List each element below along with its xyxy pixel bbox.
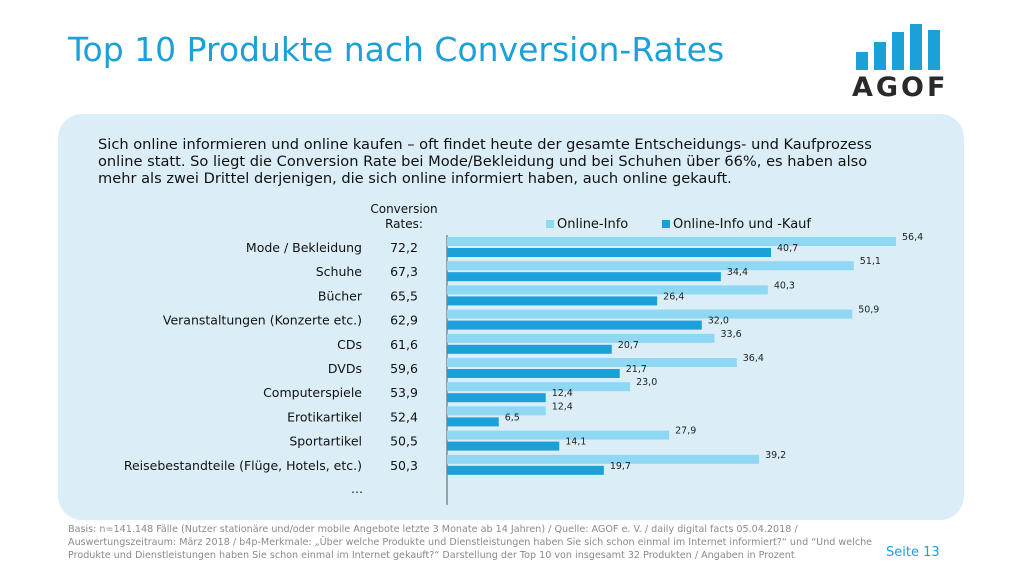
logo-bar-5	[928, 30, 940, 70]
category-label: Veranstaltungen (Konzerte etc.)	[163, 313, 362, 328]
category-label: Computerspiele	[263, 385, 362, 400]
bar-value-label: 32,0	[708, 316, 729, 327]
bar-value-label: 26,4	[663, 291, 684, 302]
bar-value-label: 36,4	[743, 353, 764, 364]
conversion-rate-value: 59,6	[390, 361, 418, 376]
legend-label-1: Online-Info	[557, 217, 628, 232]
logo-bar-2	[874, 42, 886, 70]
conversion-rate-value: 52,4	[390, 409, 418, 424]
bar-online-info	[447, 261, 854, 271]
bar-value-label: 56,4	[902, 232, 923, 243]
bar-online-info	[447, 358, 737, 367]
bar-online-info-kauf	[447, 320, 702, 330]
bar-online-info-kauf	[447, 248, 772, 257]
page-number: Seite 13	[886, 545, 940, 560]
bar-value-label: 40,3	[774, 280, 795, 291]
footnote: Basis: n=141.148 Fälle (Nutzer stationär…	[68, 524, 873, 561]
legend-swatch-2	[662, 220, 670, 228]
conversion-header-line-1: Conversion	[370, 202, 437, 216]
bar-value-label: 12,4	[552, 401, 573, 412]
bar-value-label: 40,7	[777, 243, 798, 254]
bar-value-label: 27,9	[675, 426, 696, 437]
bar-online-info-kauf	[447, 417, 499, 427]
conversion-rate-value: 62,9	[390, 313, 418, 328]
bar-online-info-kauf	[447, 369, 620, 378]
category-label: Sportartikel	[289, 434, 362, 449]
conversion-rate-value: 65,5	[390, 288, 418, 303]
bar-value-label: 23,0	[636, 377, 657, 388]
category-label: Bücher	[318, 288, 363, 303]
bar-value-label: 39,2	[765, 450, 786, 461]
bar-online-info-kauf	[447, 465, 604, 475]
bar-online-info	[447, 454, 760, 464]
conversion-rate-value: 72,2	[390, 240, 418, 255]
logo-bar-1	[856, 52, 868, 70]
category-label: DVDs	[328, 361, 362, 376]
category-label: CDs	[337, 337, 362, 352]
legend-label-2: Online-Info und -Kauf	[673, 217, 811, 232]
conversion-rate-value: 61,6	[390, 337, 418, 352]
legend-swatch-1	[546, 220, 554, 228]
logo-bar-4	[910, 24, 922, 70]
bar-value-label: 12,4	[552, 388, 573, 399]
bar-online-info	[447, 430, 670, 440]
agof-bars-icon	[856, 24, 940, 70]
intro-text: Sich online informieren und online kaufe…	[98, 136, 872, 187]
bar-online-info-kauf	[447, 344, 612, 354]
bar-online-info-kauf	[447, 393, 546, 403]
logo-bar-3	[892, 32, 904, 70]
bar-online-info	[447, 333, 715, 343]
conversion-rate-value: 50,3	[390, 458, 418, 473]
category-label: Schuhe	[316, 264, 363, 279]
bar-online-info-kauf	[447, 441, 560, 451]
bar-online-info-kauf	[447, 272, 721, 282]
bar-value-label: 21,7	[626, 364, 647, 375]
bar-online-info-kauf	[447, 296, 658, 306]
bar-online-info	[447, 309, 853, 319]
bar-online-info	[447, 382, 631, 392]
bar-online-info	[447, 406, 546, 416]
conversion-rate-value: 53,9	[390, 385, 418, 400]
agof-logo: AGOF	[852, 18, 949, 103]
bar-value-label: 20,7	[618, 340, 639, 351]
bar-value-label: 14,1	[565, 437, 586, 448]
bar-value-label: 50,9	[858, 305, 879, 316]
bar-value-label: 34,4	[727, 267, 748, 278]
bar-value-label: 51,1	[860, 256, 881, 267]
bar-online-info	[447, 285, 768, 295]
agof-logo-text: AGOF	[852, 72, 949, 103]
conversion-rate-value: 50,5	[390, 434, 418, 449]
category-label: Reisebestandteile (Flüge, Hotels, etc.)	[124, 458, 362, 473]
more-items-label: …	[351, 482, 363, 496]
bar-online-info	[447, 237, 896, 246]
conversion-rate-value: 67,3	[390, 264, 418, 279]
category-label: Mode / Bekleidung	[246, 240, 362, 255]
bar-value-label: 33,6	[720, 329, 741, 340]
page-title: Top 10 Produkte nach Conversion-Rates	[68, 30, 725, 69]
conversion-header-line-2: Rates:	[385, 217, 423, 231]
bar-value-label: 6,5	[505, 412, 520, 423]
category-label: Erotikartikel	[287, 409, 362, 424]
bar-value-label: 19,7	[610, 461, 631, 472]
